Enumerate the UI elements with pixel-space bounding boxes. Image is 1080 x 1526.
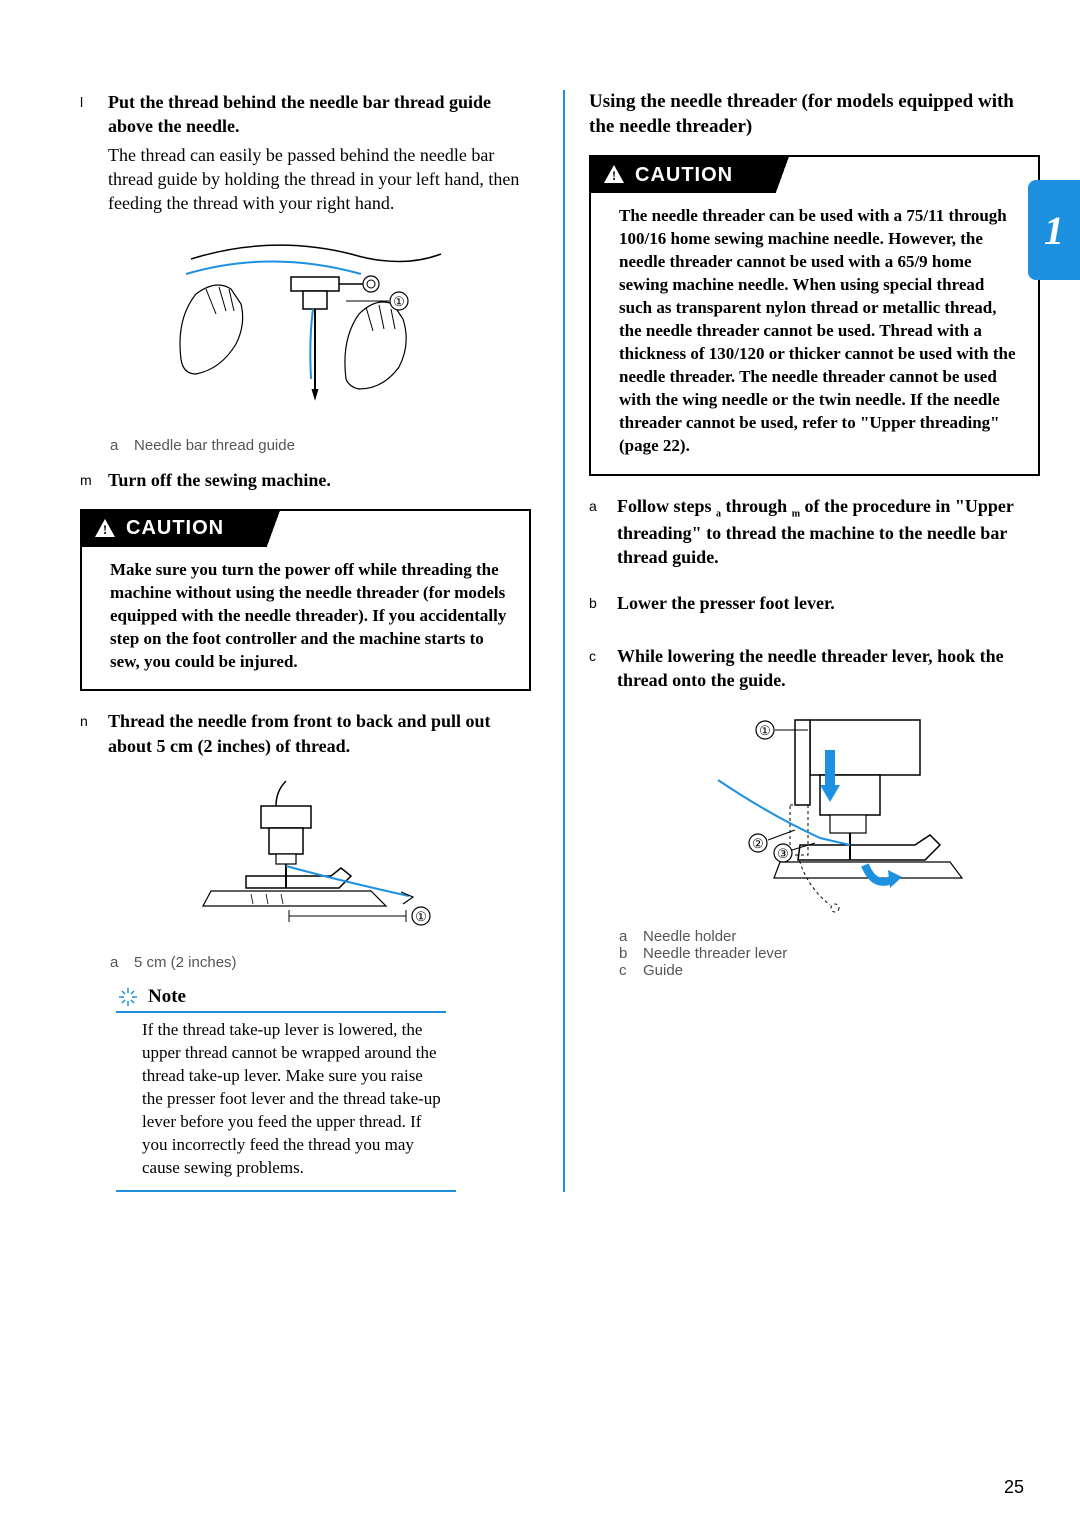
note-block: Note If the thread take-up lever is lowe… <box>116 985 531 1192</box>
page-content: l Put the thread behind the needle bar t… <box>0 0 1080 1232</box>
marker-1: ① <box>393 294 405 309</box>
label-key: a <box>110 437 124 454</box>
svg-text:①: ① <box>415 909 427 924</box>
left-column: l Put the thread behind the needle bar t… <box>80 90 531 1192</box>
step-n: n Thread the needle from front to back a… <box>80 709 531 762</box>
caution-header: ! CAUTION <box>82 511 529 547</box>
step-title: Thread the needle from front to back and… <box>108 709 531 758</box>
step-letter: n <box>80 709 108 762</box>
step-letter: c <box>589 644 617 697</box>
svg-text:!: ! <box>612 168 616 183</box>
caution-box-2: ! CAUTION The needle threader can be use… <box>589 155 1040 475</box>
chapter-number: 1 <box>1044 207 1064 254</box>
svg-text:!: ! <box>103 522 107 537</box>
svg-text:②: ② <box>752 836 764 851</box>
caution-label: CAUTION <box>126 517 224 540</box>
step-a: a Follow steps a through m of the proced… <box>589 494 1040 574</box>
illustration-3: ① ② ③ <box>619 710 1040 920</box>
svg-text:③: ③ <box>777 846 789 861</box>
illus1-label: a Needle bar thread guide <box>110 437 531 454</box>
page-number: 25 <box>1004 1477 1024 1498</box>
step-letter: a <box>589 494 617 574</box>
step-title: While lowering the needle threader lever… <box>617 644 1040 693</box>
svg-text:①: ① <box>759 723 771 738</box>
illus3-legend: aNeedle holder bNeedle threader lever cG… <box>619 928 1040 979</box>
note-body: If the thread take-up lever is lowered, … <box>116 1013 456 1192</box>
label-value: 5 cm (2 inches) <box>134 954 237 971</box>
illus2-label: a 5 cm (2 inches) <box>110 954 531 971</box>
label-value: Needle bar thread guide <box>134 437 295 454</box>
label-key: a <box>110 954 124 971</box>
step-letter: l <box>80 90 108 215</box>
step-b: b Lower the presser foot lever. <box>589 591 1040 619</box>
step-text: The thread can easily be passed behind t… <box>108 143 531 216</box>
step-title: Lower the presser foot lever. <box>617 591 1040 615</box>
chapter-tab: 1 <box>1028 180 1080 280</box>
note-header: Note <box>116 985 446 1013</box>
note-label: Note <box>148 986 186 1008</box>
caution-body: The needle threader can be used with a 7… <box>591 193 1038 473</box>
right-column: Using the needle threader (for models eq… <box>563 90 1040 1192</box>
step-title: Turn off the sewing machine. <box>108 468 531 492</box>
section-title: Using the needle threader (for models eq… <box>589 90 1040 139</box>
caution-label: CAUTION <box>635 164 733 187</box>
step-c: c While lowering the needle threader lev… <box>589 644 1040 697</box>
caution-body: Make sure you turn the power off while t… <box>82 547 529 690</box>
illustration-1: ① <box>110 229 531 429</box>
warning-icon: ! <box>601 162 627 188</box>
illustration-2: ① <box>110 776 531 946</box>
step-l: l Put the thread behind the needle bar t… <box>80 90 531 215</box>
caution-box-1: ! CAUTION Make sure you turn the power o… <box>80 509 531 692</box>
step-title: Follow steps a through m of the procedur… <box>617 494 1040 570</box>
step-letter: m <box>80 468 108 496</box>
step-letter: b <box>589 591 617 619</box>
note-icon <box>116 985 140 1009</box>
step-title: Put the thread behind the needle bar thr… <box>108 90 531 139</box>
step-m: m Turn off the sewing machine. <box>80 468 531 496</box>
caution-header: ! CAUTION <box>591 157 1038 193</box>
warning-icon: ! <box>92 516 118 542</box>
